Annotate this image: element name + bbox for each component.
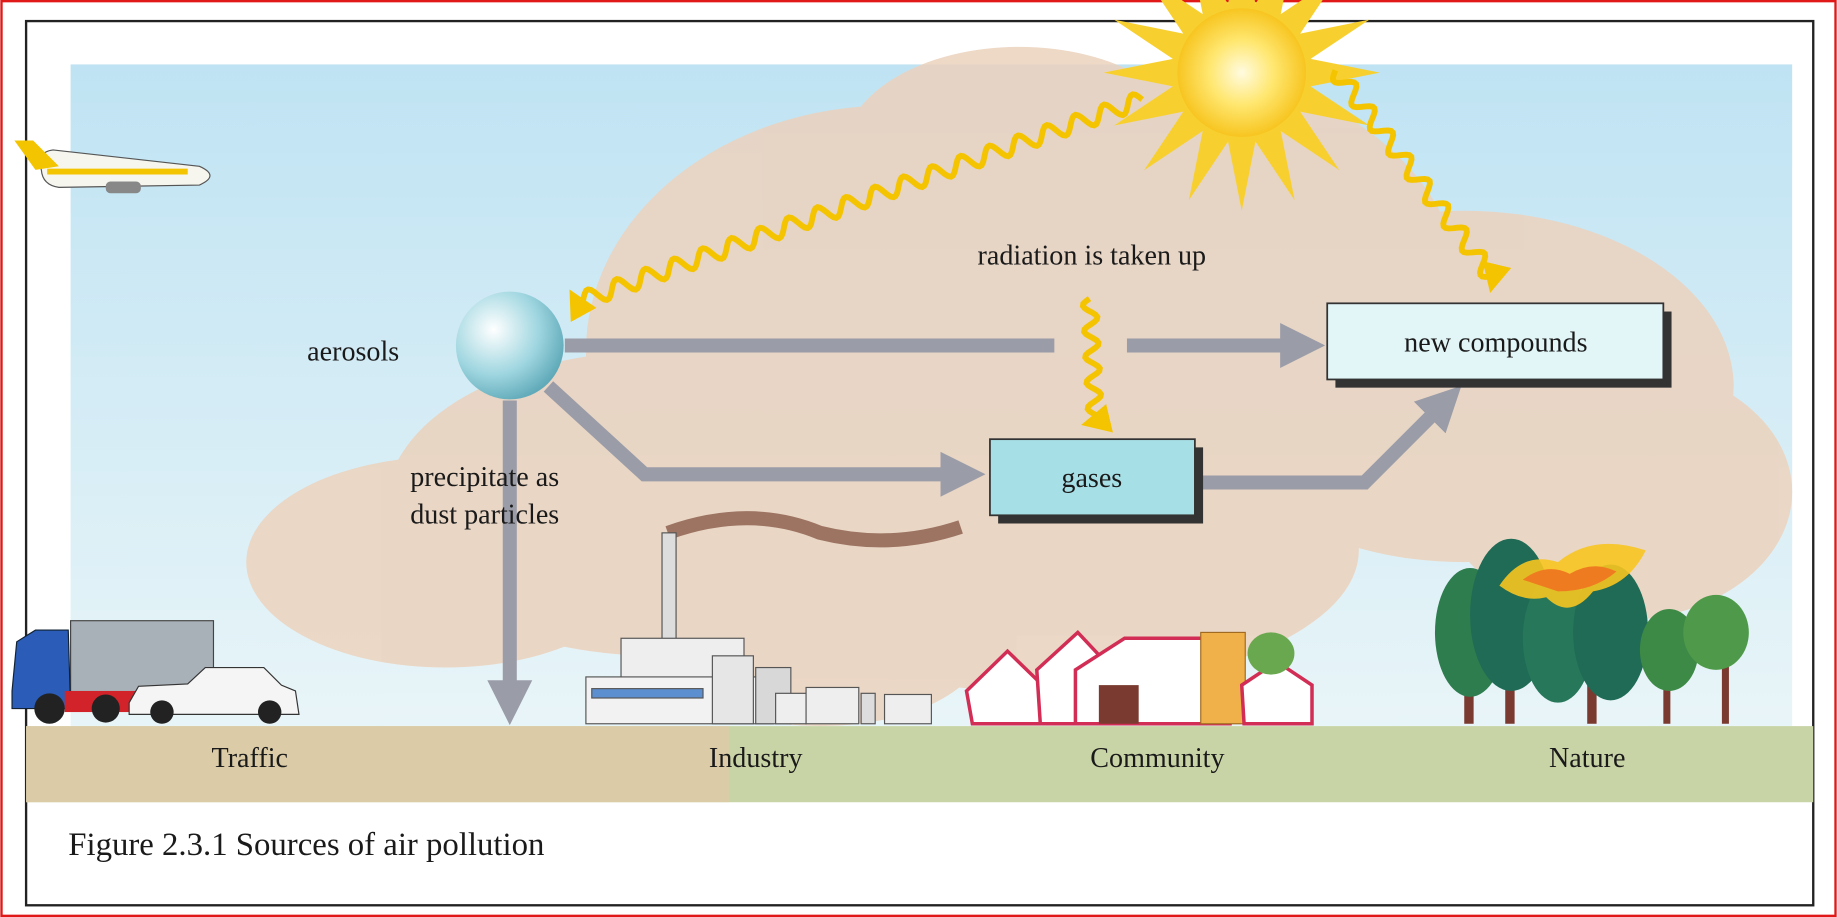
car [128,666,300,724]
label: gases [1061,463,1122,494]
factory [775,692,807,725]
source-label: Traffic [212,743,288,774]
forest [1573,564,1649,701]
radiation-wave [569,91,1145,323]
flow-arrow [1197,385,1462,490]
sun [1177,8,1307,138]
airplane [105,181,141,194]
truck [70,620,215,694]
factory [860,692,876,725]
houses [964,629,1314,726]
forest [1434,538,1749,724]
factory [585,511,963,725]
diagram-labels: aerosols radiation is taken up precipita… [307,241,1587,531]
source-label: Community [1090,743,1224,774]
forest [1522,566,1617,592]
forest [1721,655,1729,724]
smoke-cloud [843,46,1195,258]
ground-dust [26,726,729,803]
truck [11,620,215,724]
car [150,700,174,724]
radiation-wave [1329,69,1512,293]
houses [1200,631,1246,725]
source-labels: Traffic Industry Community Nature [212,743,1626,774]
car [257,700,282,724]
airplane [47,168,188,175]
houses [1247,632,1295,675]
truck [34,693,65,724]
airplane [14,140,59,170]
label: aerosols [307,337,399,368]
car [128,666,300,715]
flow-arrow [543,381,986,497]
flow-arrow [487,322,1462,726]
source-label: Industry [709,743,803,774]
houses [1098,685,1139,724]
radiation-wave [569,69,1512,433]
aerosol-sphere [455,291,564,400]
source-label: Nature [1549,743,1625,774]
factory [591,688,704,699]
factory [883,693,932,725]
gases-box [989,438,1196,517]
label: precipitate as [410,462,559,493]
truck [11,629,72,710]
factory [805,686,860,725]
radiation-wave [1079,296,1113,433]
factory [665,511,963,548]
truck [91,694,120,723]
label: new compounds [1404,327,1587,358]
forest [1683,594,1749,670]
sun [1103,0,1380,211]
smoke-cloud [246,456,645,668]
caption: Figure 2.3.1 Sources of air pollution [68,827,544,863]
airplane [14,140,211,194]
forest [1663,673,1671,724]
label: dust particles [410,499,559,530]
new-compounds-box [1326,302,1665,381]
forest [1522,573,1594,703]
factory [661,532,677,645]
label: radiation is taken up [978,241,1207,272]
factory [711,655,754,725]
